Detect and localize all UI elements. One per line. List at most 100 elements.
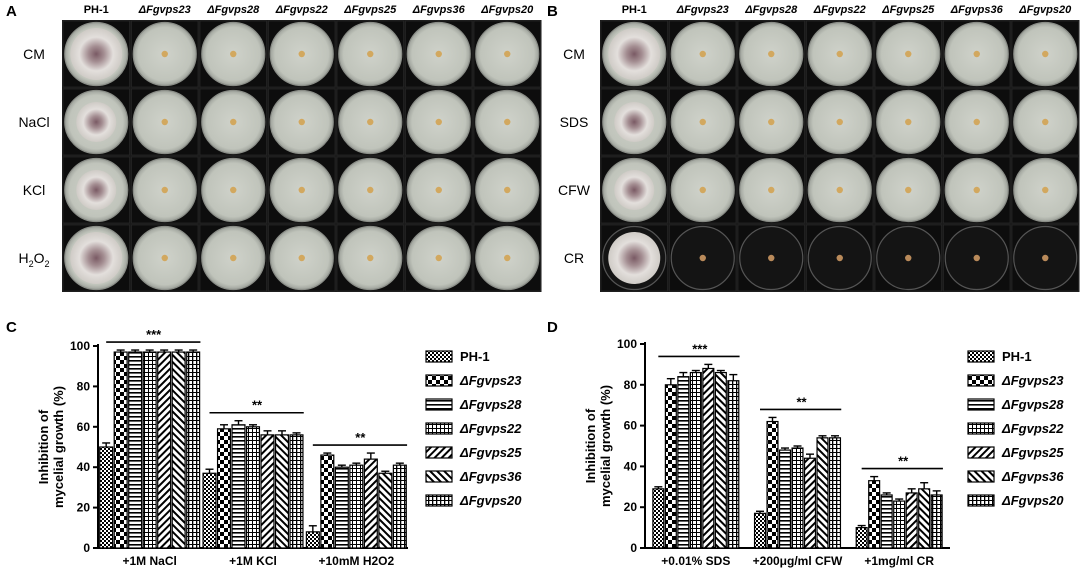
- mutant-colony: [973, 254, 980, 262]
- panel-b-letter: B: [547, 3, 558, 20]
- category-label: +0.01% SDS: [661, 554, 730, 568]
- bar: [880, 494, 893, 549]
- wild-type-colony: [70, 232, 123, 284]
- mutant-colony: [161, 254, 168, 262]
- y-tick-label: 100: [617, 337, 637, 351]
- wild-type-colony: [76, 102, 117, 142]
- plate-grid-b: PH-1 ΔFgvps23 ΔFgvps28 ΔFgvps22 ΔFgvps25 ΔFgv…: [558, 4, 1080, 292]
- y-tick-label: 80: [624, 378, 638, 392]
- significance-label: ***: [692, 341, 708, 356]
- column-header: ΔFgvps23: [676, 4, 729, 16]
- bar: [664, 384, 677, 549]
- mutant-colony: [768, 50, 775, 58]
- bar: [766, 420, 779, 549]
- bar: [142, 351, 157, 549]
- row-label: KCl: [23, 182, 46, 198]
- significance-label: ***: [146, 327, 162, 342]
- significance-label: **: [355, 430, 366, 445]
- legend-swatch: [967, 398, 995, 411]
- bar: [171, 351, 186, 549]
- bar: [930, 494, 943, 549]
- bar: [334, 466, 349, 549]
- wild-type-colony: [76, 170, 117, 210]
- mutant-colony: [1042, 118, 1049, 126]
- column-header: PH-1: [622, 4, 647, 16]
- mutant-colony: [836, 186, 843, 194]
- legend-swatch: [425, 446, 453, 459]
- mutant-colony: [699, 254, 706, 262]
- mutant-colony: [161, 118, 168, 126]
- mutant-colony: [230, 118, 237, 126]
- row-label: NaCl: [18, 114, 49, 130]
- bar: [893, 500, 906, 549]
- mutant-colony: [905, 254, 912, 262]
- category-label: +1mg/ml CR: [864, 554, 934, 568]
- bar: [816, 437, 829, 549]
- legend-swatch: [967, 422, 995, 435]
- panel-c-letter: C: [6, 319, 17, 336]
- row-label: CFW: [558, 182, 591, 198]
- category-label: +200μg/ml CFW: [753, 554, 843, 568]
- column-header: ΔFgvps25: [881, 4, 935, 16]
- legend-label: ΔFgvps20: [459, 493, 522, 508]
- y-tick-label: 40: [624, 459, 638, 473]
- mutant-colony: [504, 254, 511, 262]
- legend-label: ΔFgvps28: [459, 397, 522, 412]
- mutant-colony: [768, 254, 775, 262]
- mutant-colony: [905, 186, 912, 194]
- y-tick-label: 0: [630, 541, 637, 555]
- wild-type-colony: [614, 102, 655, 142]
- mutant-colony: [298, 50, 305, 58]
- column-header: ΔFgvps25: [343, 4, 397, 16]
- row-label: CM: [23, 46, 45, 62]
- mutant-colony: [504, 118, 511, 126]
- mutant-colony: [367, 50, 374, 58]
- wild-type-colony: [608, 28, 661, 80]
- bar: [320, 454, 335, 549]
- bar: [855, 526, 868, 549]
- mutant-colony: [973, 118, 980, 126]
- row-label: CM: [563, 46, 585, 62]
- bar: [689, 371, 702, 549]
- legend-swatch: [425, 494, 453, 507]
- legend-swatch: [425, 350, 453, 363]
- legend-label: ΔFgvps22: [1001, 421, 1064, 436]
- mutant-colony: [435, 50, 442, 58]
- column-header: ΔFgvps23: [138, 4, 191, 16]
- y-tick-label: 80: [77, 379, 91, 393]
- category-label: +10mM H2O2: [318, 554, 394, 568]
- column-header: ΔFgvps20: [480, 4, 534, 16]
- bar: [753, 512, 767, 549]
- legend-swatch: [967, 350, 995, 363]
- legend-swatch: [425, 398, 453, 411]
- column-header: ΔFgvps36: [950, 4, 1004, 16]
- legend-label: ΔFgvps25: [459, 445, 522, 460]
- bar: [128, 351, 143, 549]
- significance-label: **: [252, 398, 263, 413]
- column-header: ΔFgvps36: [412, 4, 466, 16]
- y-tick-label: 0: [83, 541, 90, 555]
- mutant-colony: [367, 186, 374, 194]
- bar: [157, 351, 172, 549]
- y-tick-label: 100: [70, 339, 90, 353]
- significance-label: **: [796, 394, 807, 409]
- mutant-colony: [435, 254, 442, 262]
- bar: [677, 376, 690, 549]
- bar: [186, 351, 201, 549]
- y-tick-label: 20: [624, 500, 638, 514]
- mutant-colony: [768, 186, 775, 194]
- mutant-colony: [367, 118, 374, 126]
- bar: [868, 480, 881, 549]
- mutant-colony: [161, 186, 168, 194]
- bar: [702, 367, 715, 549]
- bar: [231, 424, 246, 549]
- legend-label: ΔFgvps28: [1001, 397, 1064, 412]
- bar: [289, 434, 304, 549]
- column-header: ΔFgvps28: [744, 4, 798, 16]
- bar: [828, 437, 842, 549]
- mutant-colony: [973, 50, 980, 58]
- mutant-colony: [1042, 254, 1049, 262]
- significance-label: **: [898, 454, 909, 469]
- bar: [778, 449, 792, 549]
